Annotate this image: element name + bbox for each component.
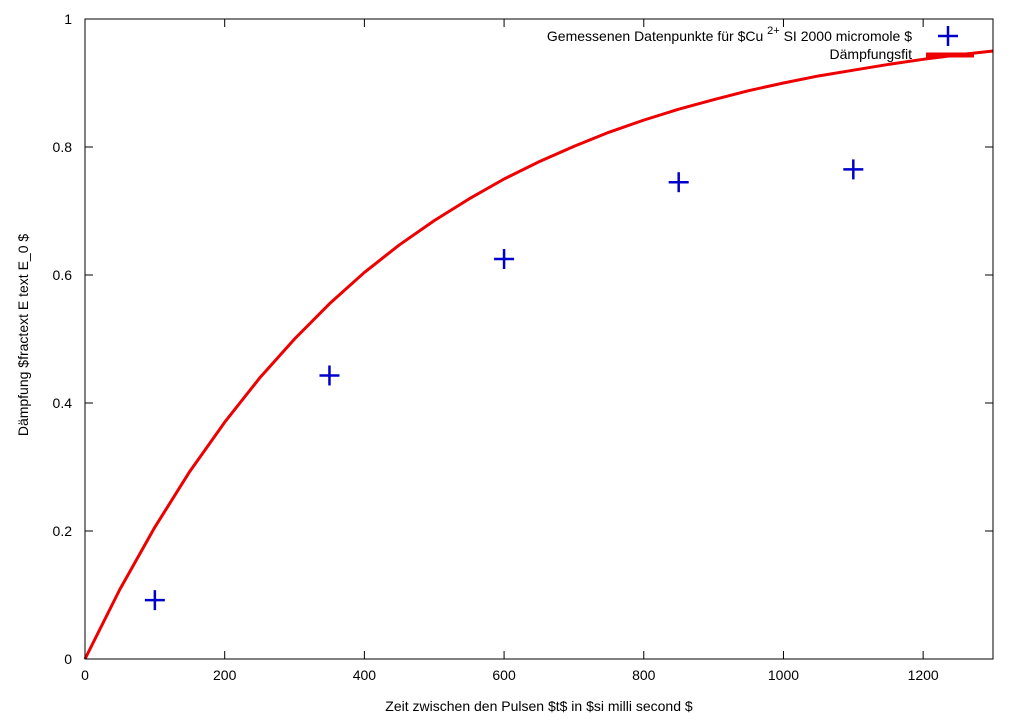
- data-point: [494, 249, 515, 269]
- x-tick-label: 200: [213, 667, 237, 683]
- y-tick-label: 0.4: [53, 395, 73, 411]
- y-tick-label: 0.2: [53, 523, 73, 539]
- legend-measured-suffix: SI 2000 micromole $: [784, 28, 913, 44]
- series-layer: [83, 49, 994, 660]
- x-tick-label: 600: [492, 667, 516, 683]
- x-tick-label: 0: [81, 667, 89, 683]
- x-axis-label: Zeit zwischen den Pulsen $t$ in $si mill…: [385, 698, 693, 714]
- y-tick-label: 0: [64, 651, 72, 667]
- data-point: [144, 590, 165, 611]
- legend-measured-prefix: Gemessenen Datenpunkte für $Cu: [547, 28, 763, 44]
- y-tick-label: 0.8: [53, 139, 73, 155]
- data-point: [319, 365, 340, 386]
- legend-entry-fit: Dämpfungsfit: [830, 46, 913, 62]
- legend-marker-measured: [938, 26, 958, 46]
- y-tick-label: 0.6: [53, 267, 73, 283]
- y-tick-label: 1: [64, 11, 72, 27]
- x-tick-label: 400: [353, 667, 377, 683]
- data-point: [843, 159, 864, 180]
- legend: Gemessenen Datenpunkte für $Cu 2+ SI 200…: [547, 21, 974, 62]
- x-tick-label: 800: [632, 667, 656, 683]
- x-tick-label: 1000: [768, 667, 799, 683]
- legend-entry-measured: Gemessenen Datenpunkte für $Cu 2+ SI 200…: [547, 21, 912, 44]
- ticks: 0 200 400 600 800 1000 1200 0 0.2 0.4 0.6 0.8 1: [53, 11, 993, 683]
- fit-curve: [83, 49, 994, 660]
- y-axis-label: Dämpfung $fractext E text E_0 $: [15, 234, 31, 437]
- x-tick-label: 1200: [908, 667, 939, 683]
- plot-frame: [84, 18, 994, 660]
- legend-measured-superscript: 2+: [767, 25, 780, 37]
- data-point: [668, 172, 689, 193]
